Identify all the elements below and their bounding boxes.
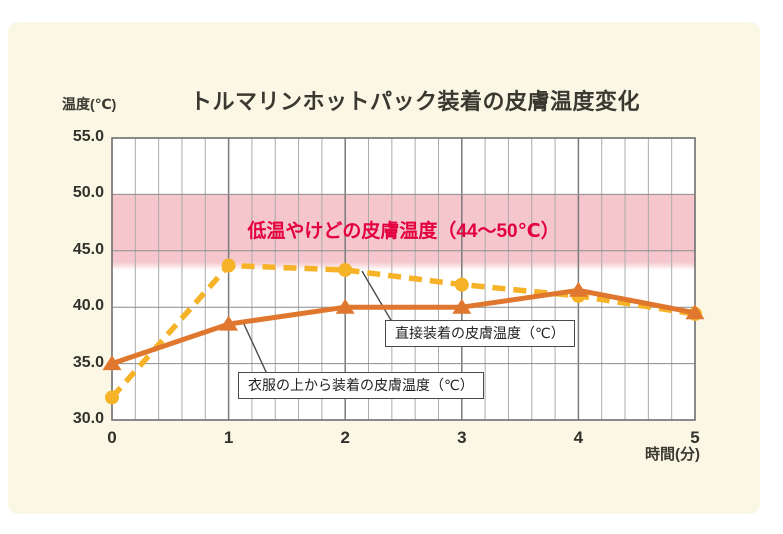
y-tick-label: 30.0 xyxy=(72,410,104,427)
chart-title: トルマリンホットパック装着の皮膚温度変化 xyxy=(189,89,640,114)
x-tick-label: 0 xyxy=(107,428,117,447)
marker-circle-direct xyxy=(221,258,236,273)
x-axis-title: 時間(分) xyxy=(645,446,700,463)
x-tick-label: 3 xyxy=(457,428,467,447)
y-tick-label: 40.0 xyxy=(72,297,104,315)
x-tick-label: 1 xyxy=(223,428,234,447)
marker-triangle-clothes xyxy=(102,355,122,371)
marker-triangle-clothes xyxy=(335,298,355,314)
annotation-over-clothes: 衣服の上から装着の皮膚温度（℃） xyxy=(238,372,484,400)
marker-circle-direct xyxy=(454,277,469,292)
y-tick-label: 45.0 xyxy=(72,240,104,258)
y-tick-label: 55.0 xyxy=(72,128,104,145)
annotation-direct-wear: 直接装着の皮膚温度（℃） xyxy=(385,320,575,348)
marker-triangle-clothes xyxy=(685,304,705,320)
burn-band-fade xyxy=(112,262,695,271)
marker-triangle-clothes xyxy=(452,298,472,314)
leader-clothes xyxy=(242,321,268,375)
y-tick-label: 35.0 xyxy=(72,353,104,371)
y-tick-label: 50.0 xyxy=(72,184,104,202)
marker-circle-direct xyxy=(105,390,119,405)
plot-border xyxy=(111,137,696,421)
x-tick-label: 4 xyxy=(573,428,584,447)
x-tick-label: 5 xyxy=(690,428,700,447)
series-line-clothes xyxy=(111,287,696,366)
y-axis-title: 温度(℃) xyxy=(62,96,117,112)
x-tick-label: 2 xyxy=(340,428,350,447)
marker-triangle-clothes xyxy=(568,281,588,297)
marker-triangle-clothes xyxy=(219,315,239,331)
leader-direct xyxy=(361,270,393,323)
burn-temperature-band-label: 低温やけどの皮膚温度（44～50℃） xyxy=(247,221,560,242)
series-line-direct xyxy=(109,262,696,400)
marker-circle-direct xyxy=(338,262,353,277)
